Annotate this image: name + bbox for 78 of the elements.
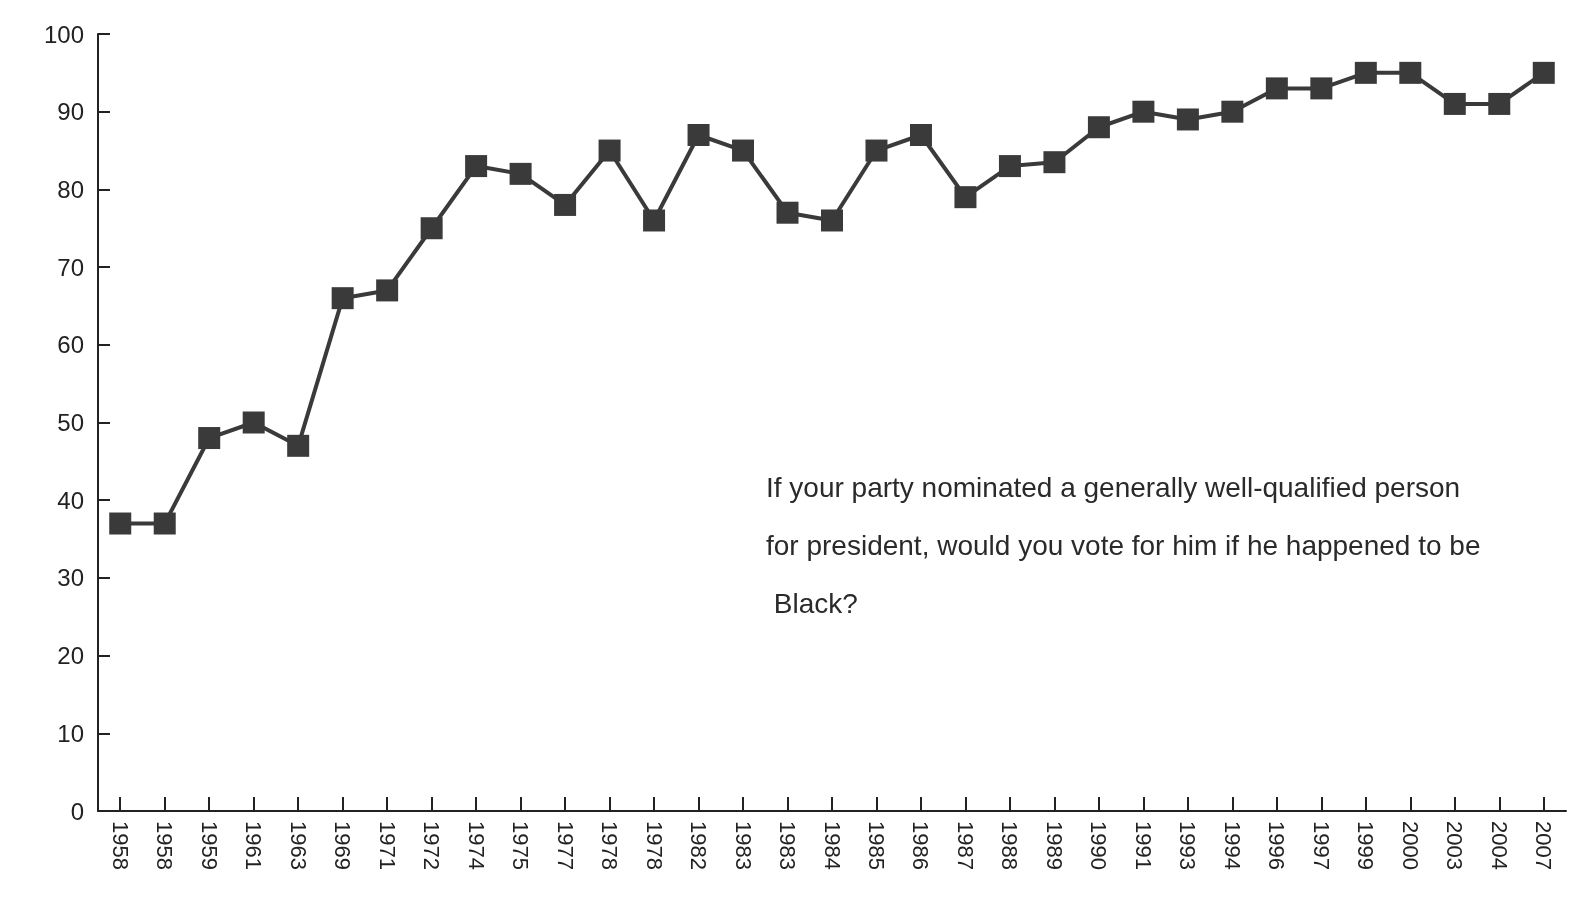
x-tick-label: 1987 — [952, 821, 978, 870]
x-tick-label: 2003 — [1442, 821, 1468, 870]
x-tick-label: 1985 — [863, 821, 889, 870]
x-tick-label: 1990 — [1086, 821, 1112, 870]
x-tick-label: 1978 — [597, 821, 623, 870]
x-tick-label: 1989 — [1041, 821, 1067, 870]
point — [687, 124, 710, 147]
y-tick-label: 10 — [57, 719, 84, 747]
x-tick-label: 2000 — [1397, 821, 1423, 870]
point — [598, 139, 621, 162]
point — [776, 201, 799, 224]
point — [643, 209, 666, 232]
y-tick-label: 100 — [43, 20, 84, 48]
x-tick-label: 1983 — [775, 821, 801, 870]
point — [732, 139, 755, 162]
point — [1176, 108, 1199, 131]
y-tick-label: 40 — [57, 486, 84, 514]
point — [1443, 92, 1466, 115]
point — [420, 217, 443, 240]
x-tick-label: 1971 — [374, 821, 400, 870]
point — [153, 512, 176, 535]
x-tick-label: 1997 — [1308, 821, 1334, 870]
point — [1221, 100, 1244, 123]
y-tick-label: 70 — [57, 253, 84, 281]
point — [1532, 61, 1555, 84]
x-tick-label: 1991 — [1130, 821, 1156, 870]
x-tick-label: 1975 — [508, 821, 534, 870]
point — [909, 124, 932, 147]
x-tick-label: 1969 — [330, 821, 356, 870]
y-tick-label: 60 — [57, 331, 84, 359]
x-tick-label: 1983 — [730, 821, 756, 870]
x-tick-label: 1999 — [1353, 821, 1379, 870]
y-tick-label: 20 — [57, 642, 84, 670]
point — [1132, 100, 1155, 123]
y-tick-label: 50 — [57, 409, 84, 436]
x-tick-label: 1988 — [997, 821, 1023, 870]
point — [1354, 61, 1377, 84]
point — [109, 512, 132, 535]
point — [331, 287, 354, 310]
x-tick-label: 2007 — [1531, 821, 1557, 870]
x-tick-label: 1986 — [908, 821, 934, 870]
point — [998, 155, 1021, 178]
x-tick-label: 1958 — [152, 821, 178, 870]
point — [242, 411, 265, 434]
x-tick-label: 1958 — [107, 821, 133, 870]
point — [1399, 61, 1422, 84]
y-tick-label: 30 — [57, 564, 84, 592]
point — [465, 155, 488, 178]
x-tick-label: 2004 — [1486, 821, 1512, 870]
y-tick-label: 0 — [70, 797, 84, 825]
point — [1043, 151, 1066, 174]
point — [509, 162, 532, 185]
x-tick-label: 1959 — [196, 821, 222, 870]
x-tick-label: 1974 — [463, 821, 489, 870]
point — [954, 186, 977, 209]
point — [1310, 77, 1333, 100]
point — [376, 279, 399, 302]
x-tick-label: 1978 — [641, 821, 667, 870]
point — [1087, 116, 1110, 139]
point — [1488, 92, 1511, 115]
point — [554, 193, 577, 216]
x-tick-label: 1972 — [419, 821, 445, 870]
point — [1265, 77, 1288, 100]
x-tick-label: 1993 — [1175, 821, 1201, 870]
point — [821, 209, 843, 232]
y-tick-label: 90 — [57, 98, 84, 126]
x-tick-label: 1977 — [552, 821, 578, 870]
x-tick-label: 1963 — [285, 821, 311, 870]
annotation: If your party nominated a generally well-qualified person for president, would you vote for him if he happened to be Black? — [766, 471, 1481, 619]
x-tick-label: 1996 — [1264, 821, 1290, 870]
x-tick-label: 1994 — [1219, 821, 1245, 870]
point — [198, 427, 221, 450]
x-tick-label: 1961 — [241, 821, 267, 870]
x-tick-label: 1984 — [819, 821, 845, 870]
point — [287, 434, 310, 457]
point — [865, 139, 888, 162]
x-tick-label: 1982 — [686, 821, 712, 870]
y-tick-label: 80 — [57, 175, 84, 203]
